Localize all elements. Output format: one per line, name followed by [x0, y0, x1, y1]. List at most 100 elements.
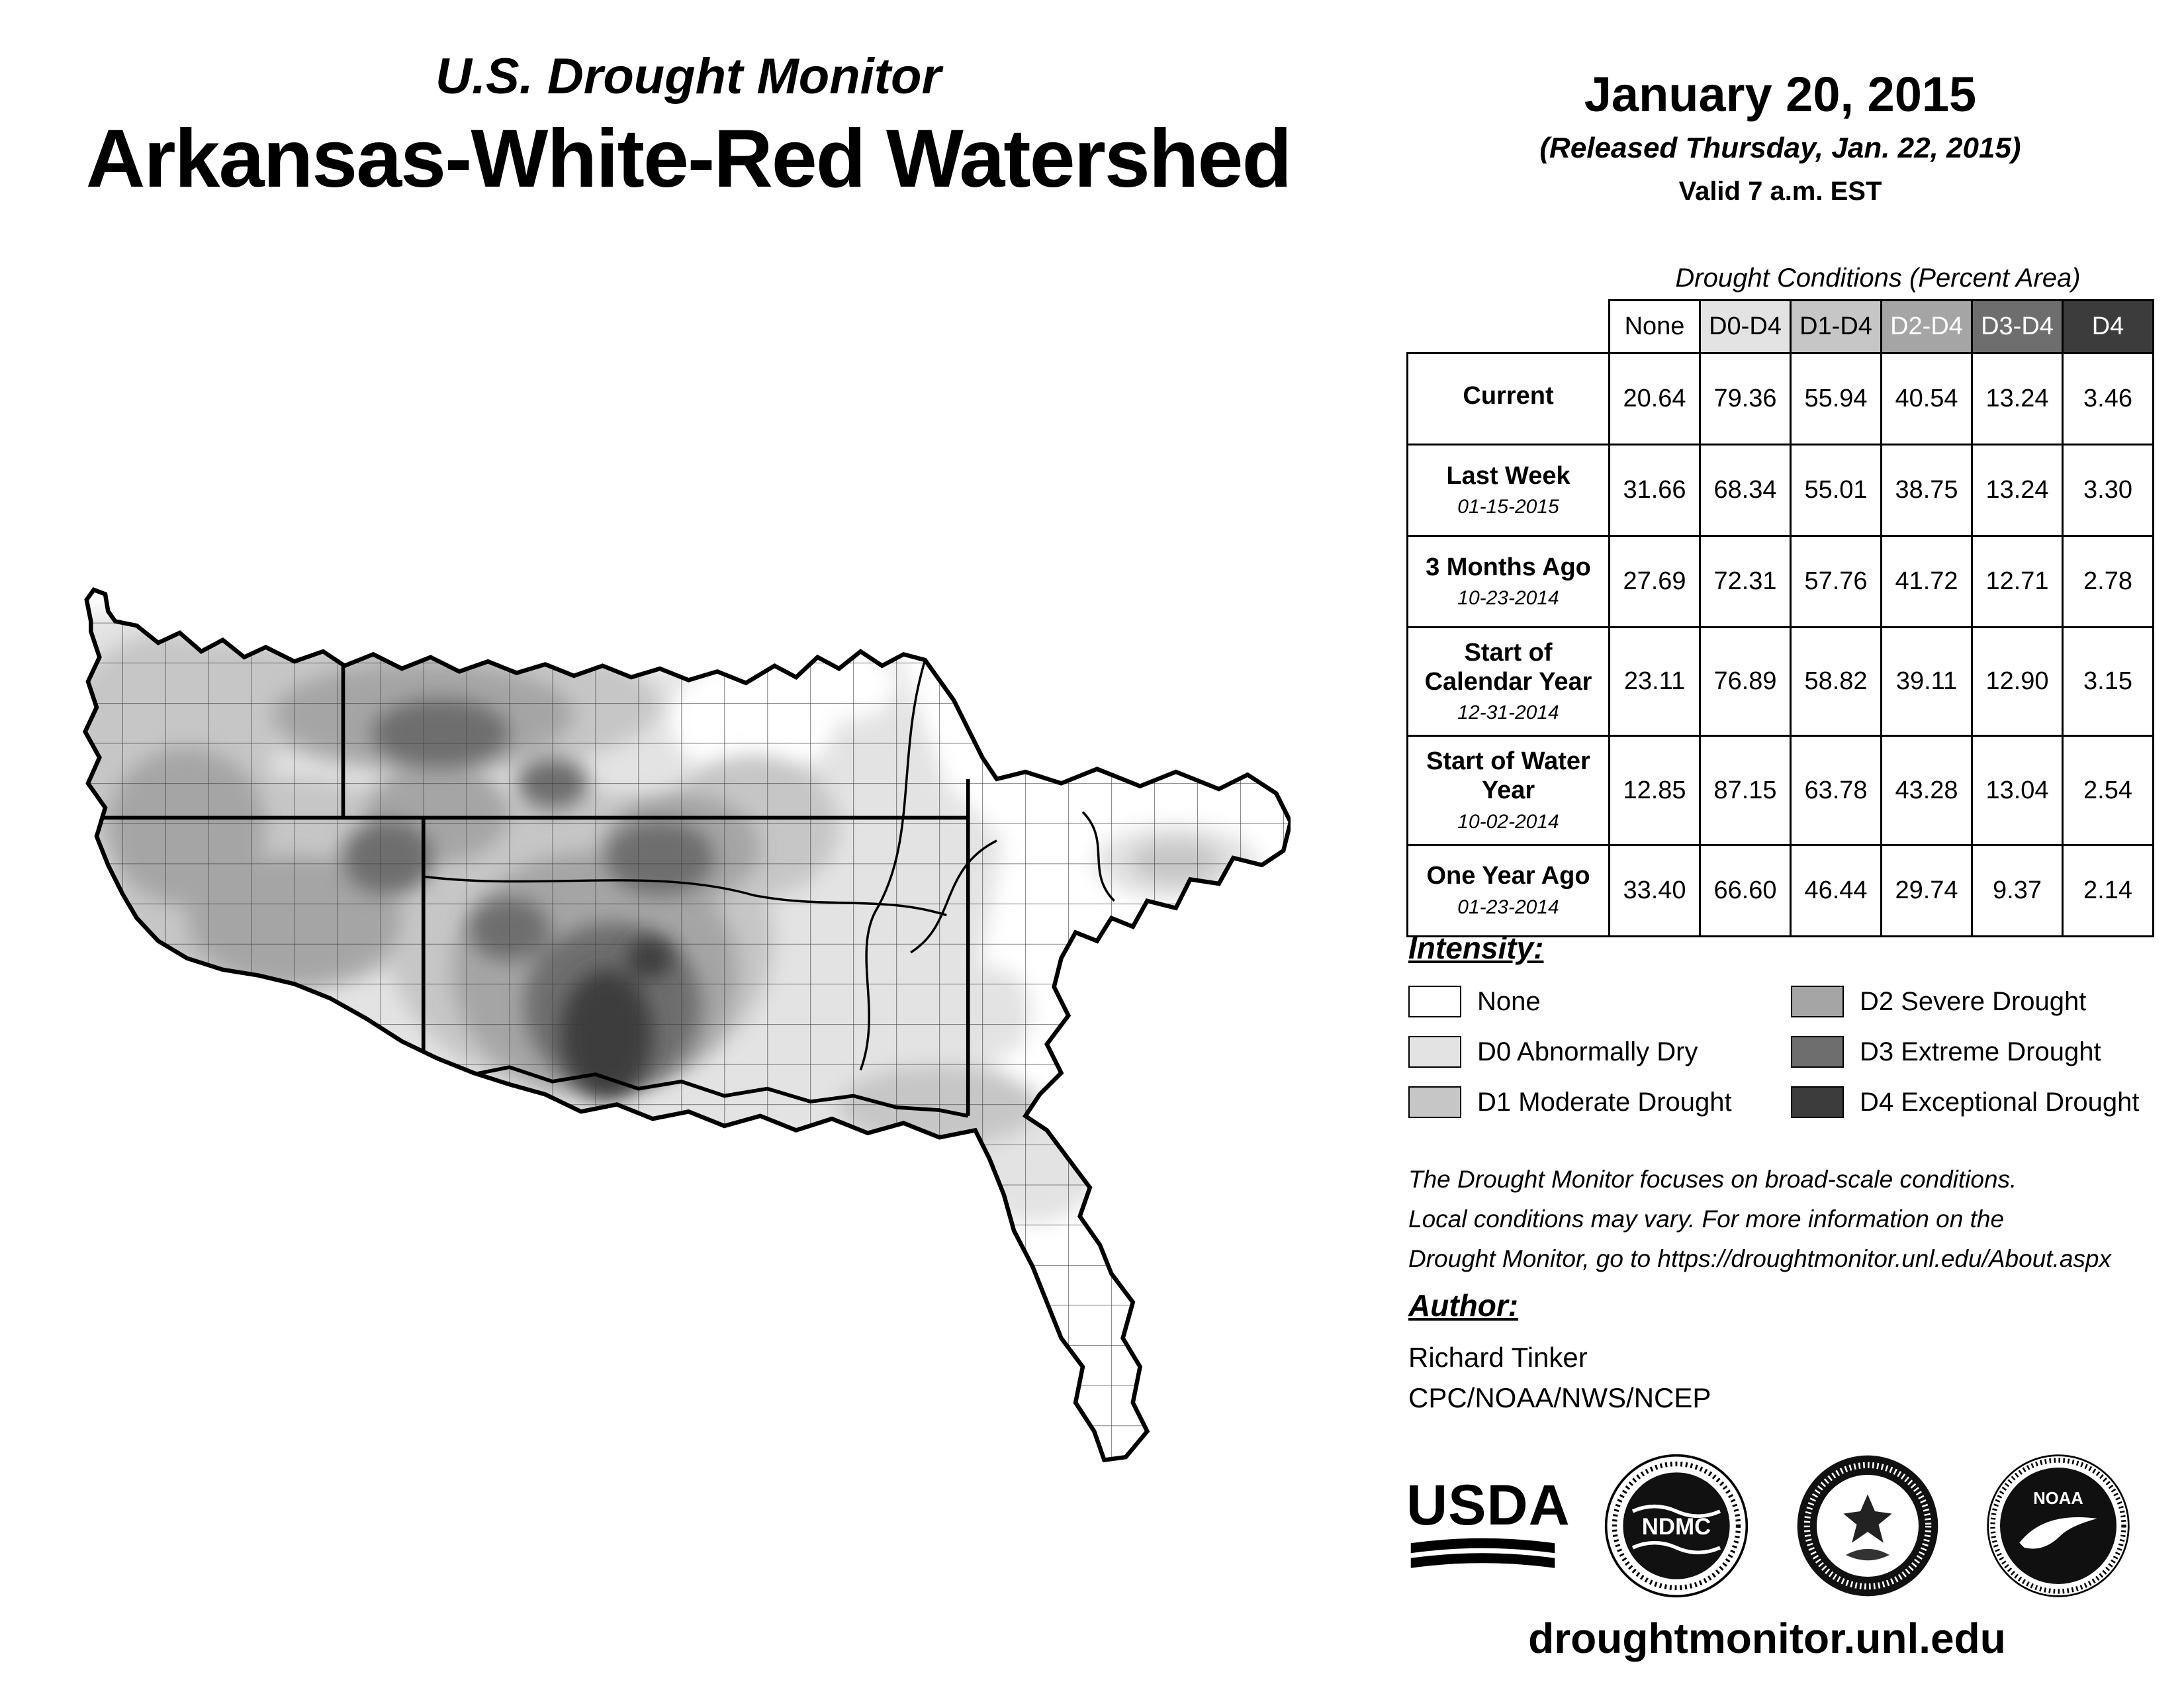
author-block: Author: Richard Tinker CPC/NOAA/NWS/NCEP	[1408, 1288, 1711, 1419]
disclaimer-line: Drought Monitor, go to https://droughtmo…	[1408, 1244, 2111, 1272]
table-cell: 2.78	[2062, 535, 2154, 628]
legend-grid: None D0 Abnormally Dry D1 Moderate Droug…	[1408, 986, 2176, 1118]
legend-item: None	[1408, 986, 1791, 1017]
column-header: D3-D4	[1971, 299, 2064, 354]
column-header: D2-D4	[1880, 299, 1973, 354]
row-label: 3 Months Ago 10-23-2014	[1406, 535, 1610, 628]
table-header-row: None D0-D4 D1-D4 D2-D4 D3-D4 D4	[1407, 299, 2154, 354]
table-cell: 43.28	[1880, 735, 1973, 846]
legend-item: D4 Exceptional Drought	[1791, 1086, 2176, 1118]
intensity-legend: Intensity: None D0 Abnormally Dry D1 Mod…	[1408, 930, 2176, 1118]
footer-url: droughtmonitor.unl.edu	[1528, 1615, 2006, 1662]
title-block: U.S. Drought Monitor Arkansas-White-Red …	[0, 48, 1377, 206]
table-row: Start of Calendar Year 12-31-2014 23.11 …	[1406, 626, 2154, 737]
table-cell: 79.36	[1699, 352, 1792, 445]
table-cell: 38.75	[1880, 444, 1973, 537]
table-cell: 40.54	[1880, 352, 1973, 445]
sub-basin-boundaries	[423, 659, 1115, 1071]
legend-title: Intensity:	[1408, 931, 1544, 965]
commerce-seal-icon	[1797, 1455, 1938, 1597]
table-cell: 23.11	[1608, 626, 1701, 737]
table-cell: 20.64	[1608, 352, 1701, 445]
table-row: One Year Ago 01-23-2014 33.40 66.60 46.4…	[1406, 843, 2154, 937]
author-organization: CPC/NOAA/NWS/NCEP	[1408, 1382, 1711, 1413]
report-date: January 20, 2015	[1584, 67, 1977, 122]
legend-swatch-d1	[1408, 1086, 1461, 1118]
table-cell: 13.24	[1971, 444, 2064, 537]
column-header: D0-D4	[1699, 299, 1792, 354]
disclaimer-line: The Drought Monitor focuses on broad-sca…	[1408, 1166, 2017, 1193]
column-header: D4	[2062, 299, 2154, 354]
table-cell: 29.74	[1880, 843, 1973, 937]
table-cell: 87.15	[1699, 735, 1792, 846]
table-cell: 33.40	[1608, 843, 1701, 937]
table-cell: 68.34	[1699, 444, 1792, 537]
ndmc-wordmark: NDMC	[1642, 1514, 1711, 1540]
table-cell: 9.37	[1971, 843, 2064, 937]
noaa-logo-icon: NOAA	[1987, 1454, 2130, 1597]
table-corner-cell	[1407, 300, 1610, 353]
region-title: Arkansas-White-Red Watershed	[85, 113, 1292, 205]
row-label: Start of Calendar Year 12-31-2014	[1406, 626, 1610, 737]
table-cell: 27.69	[1608, 535, 1701, 628]
table-cell: 13.24	[1971, 352, 2064, 445]
table-cell: 57.76	[1790, 535, 1882, 628]
table-cell: 13.04	[1971, 735, 2064, 846]
release-date: (Released Thursday, Jan. 22, 2015)	[1539, 132, 2021, 164]
row-label: One Year Ago 01-23-2014	[1406, 843, 1610, 937]
usda-wordmark: USDA	[1406, 1474, 1570, 1537]
table-cell: 2.14	[2062, 843, 2154, 937]
table-cell: 63.78	[1790, 735, 1882, 846]
table-cell: 12.85	[1608, 735, 1701, 846]
legend-swatch-d2	[1791, 986, 1844, 1017]
legend-item: D0 Abnormally Dry	[1408, 1036, 1791, 1068]
legend-swatch-d0	[1408, 1036, 1461, 1068]
noaa-wordmark: NOAA	[2033, 1489, 2083, 1508]
legend-swatch-d4	[1791, 1086, 1844, 1118]
report-title: U.S. Drought Monitor	[435, 48, 942, 105]
table-row: 3 Months Ago 10-23-2014 27.69 72.31 57.7…	[1406, 535, 2154, 628]
usda-logo: USDA	[1406, 1474, 1570, 1575]
table-cell: 55.94	[1790, 352, 1882, 445]
table-cell: 41.72	[1880, 535, 1973, 628]
legend-item: D2 Severe Drought	[1791, 986, 2176, 1017]
ndmc-logo-icon: NDMC	[1605, 1454, 1749, 1598]
table-cell: 66.60	[1699, 843, 1792, 937]
table-cell: 58.82	[1790, 626, 1882, 737]
row-label: Last Week 01-15-2015	[1406, 444, 1610, 537]
disclaimer: The Drought Monitor focuses on broad-sca…	[1408, 1160, 2179, 1279]
watershed-map	[83, 587, 1291, 1463]
table-caption: Drought Conditions (Percent Area)	[1675, 263, 2081, 293]
table-cell: 3.15	[2062, 626, 2154, 737]
table-cell: 39.11	[1880, 626, 1973, 737]
table-cell: 3.46	[2062, 352, 2154, 445]
table-cell: 31.66	[1608, 444, 1701, 537]
legend-swatch-d3	[1791, 1036, 1844, 1068]
watershed-outline	[83, 587, 1291, 1463]
valid-time: Valid 7 a.m. EST	[1678, 177, 1882, 206]
row-label: Current	[1406, 352, 1610, 445]
row-label: Start of Water Year 10-02-2014	[1406, 735, 1610, 846]
author-name: Richard Tinker	[1408, 1342, 1588, 1373]
drought-conditions-table: None D0-D4 D1-D4 D2-D4 D3-D4 D4 Current …	[1406, 299, 2154, 937]
legend-item: D3 Extreme Drought	[1791, 1036, 2176, 1068]
table-row: Current 20.64 79.36 55.94 40.54 13.24 3.…	[1406, 352, 2154, 445]
table-cell: 12.71	[1971, 535, 2064, 628]
usda-bars-icon	[1410, 1538, 1555, 1568]
table-row: Start of Water Year 10-02-2014 12.85 87.…	[1406, 735, 2154, 846]
table-row: Last Week 01-15-2015 31.66 68.34 55.01 3…	[1406, 444, 2154, 537]
table-cell: 55.01	[1790, 444, 1882, 537]
column-header: None	[1608, 299, 1701, 354]
table-cell: 46.44	[1790, 843, 1882, 937]
state-boundaries	[93, 635, 970, 1118]
table-cell: 76.89	[1699, 626, 1792, 737]
author-heading: Author:	[1408, 1288, 1519, 1323]
table-cell: 12.90	[1971, 626, 2064, 737]
legend-item: D1 Moderate Drought	[1408, 1086, 1791, 1118]
column-header: D1-D4	[1790, 299, 1882, 354]
legend-swatch-none	[1408, 986, 1461, 1017]
date-block: January 20, 2015 (Released Thursday, Jan…	[1430, 66, 2131, 207]
table-cell: 72.31	[1699, 535, 1792, 628]
table-cell: 2.54	[2062, 735, 2154, 846]
